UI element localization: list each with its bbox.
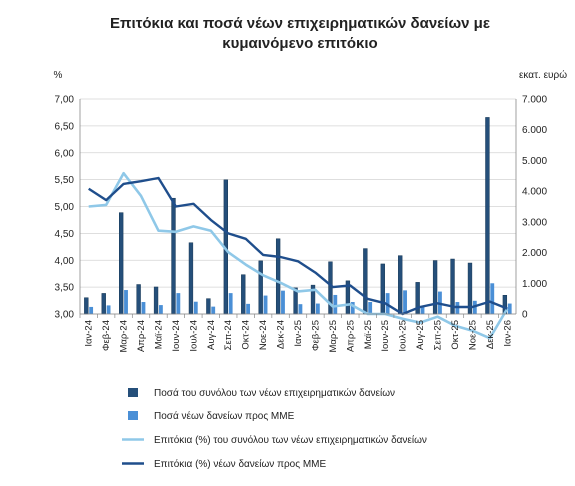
bar-total-loans [171, 197, 176, 315]
left-axis-ticks: 3,00 3,50 4,00 4,50 5,00 5,50 6,00 6,50 7,00 [55, 95, 75, 321]
x-tick-label: Μαρ-25 [328, 320, 339, 353]
bar-total-loans [153, 286, 159, 315]
bar-sme-loans [246, 303, 251, 314]
bar-sme-loans [350, 302, 355, 314]
bar-sme-loans [158, 305, 163, 314]
x-tick-label: Οκτ-25 [450, 320, 461, 350]
x-tick-label: Μαϊ-25 [363, 320, 374, 349]
right-tick-label: 0 [522, 310, 528, 321]
bar-total-loans [432, 260, 438, 315]
left-tick-label: 4,50 [55, 229, 75, 240]
line-rate-sme [88, 176, 508, 316]
bar-total-loans [136, 284, 141, 315]
bar-total-loans [485, 117, 490, 315]
bar-sme-loans [124, 290, 128, 314]
x-tick-label: Νοε-25 [467, 320, 478, 350]
x-tick-label: Απρ-25 [345, 320, 356, 352]
bar-sme-loans [176, 293, 181, 314]
legend-label: Ποσά του συνόλου των νέων επιχειρηματικώ… [154, 387, 395, 399]
x-tick-label: Δεκ-25 [485, 320, 496, 349]
x-tick-label: Ιουν-25 [380, 320, 391, 352]
bar-total-loans [363, 248, 368, 315]
legend: Ποσά του συνόλου των νέων επιχειρηματικώ… [122, 387, 427, 470]
right-tick-label: 5.000 [522, 156, 547, 167]
bar-sme-loans [420, 305, 425, 314]
bar-total-loans [119, 212, 124, 315]
right-tick-label: 1.000 [522, 279, 547, 290]
line-rate-total [88, 171, 509, 340]
bar-sme-loans [315, 303, 320, 314]
x-tick-label: Σεπ-25 [433, 320, 444, 350]
legend-label: Επιτόκια (%) νέων δανείων προς ΜΜΕ [154, 458, 326, 470]
chart-title-line-2: κυμαινόμενο επιτόκιο [222, 35, 377, 52]
x-tick-label: Ιαν-26 [502, 320, 513, 347]
bars [84, 117, 512, 315]
legend-swatch [128, 411, 138, 420]
right-tick-label: 6.000 [522, 125, 547, 136]
bar-total-loans [275, 238, 281, 315]
bar-sme-loans [141, 302, 146, 314]
right-axis-unit: εκατ. ευρώ [519, 69, 567, 81]
axes [79, 99, 517, 315]
x-axis-ticks: Ιαν-24 Φεβ-24 Μαρ-24 Απρ-24 Μαϊ-24 Ιουν-24 Ιου… [79, 314, 513, 353]
x-tick-label: Αυγ-24 [206, 320, 217, 350]
legend-label: Επιτόκια (%) του συνόλου των νέων επιχει… [154, 434, 427, 446]
x-tick-label: Μαρ-24 [119, 320, 130, 353]
x-tick-label: Φεβ-24 [101, 320, 112, 351]
bar-total-loans [188, 242, 194, 315]
bar-sme-loans [228, 293, 233, 314]
x-tick-label: Αυγ-25 [415, 320, 426, 350]
left-axis-unit: % [54, 70, 63, 81]
right-tick-label: 7.000 [522, 95, 547, 106]
left-tick-label: 5,50 [55, 175, 75, 186]
bar-sme-loans [281, 290, 285, 314]
x-tick-label: Μαϊ-24 [153, 320, 164, 349]
bar-total-loans [84, 297, 89, 315]
x-tick-label: Σεπ-24 [223, 320, 234, 350]
right-tick-label: 4.000 [522, 187, 547, 198]
bar-sme-loans [368, 302, 373, 314]
left-tick-label: 4,00 [55, 256, 75, 267]
bar-total-loans [258, 260, 263, 315]
bar-sme-loans [106, 305, 111, 314]
x-tick-label: Νοε-24 [258, 320, 269, 350]
bar-total-loans [241, 274, 246, 315]
x-tick-label: Οκτ-24 [241, 320, 252, 350]
left-tick-label: 7,00 [55, 95, 75, 106]
x-tick-label: Απρ-24 [136, 320, 147, 352]
bar-sme-loans [333, 294, 338, 314]
bar-sme-loans [193, 301, 198, 314]
bar-total-loans [380, 263, 385, 315]
left-tick-label: 6,00 [55, 148, 75, 159]
bar-sme-loans [89, 306, 94, 314]
bar-total-loans [398, 255, 403, 315]
bar-sme-loans [507, 303, 512, 314]
left-tick-label: 6,50 [55, 121, 75, 132]
bar-sme-loans [403, 290, 407, 314]
right-axis-ticks: 0 1.000 2.000 3.000 4.000 5.000 6.000 7.000 [522, 95, 547, 321]
bar-total-loans [101, 293, 106, 315]
right-tick-label: 3.000 [522, 217, 547, 228]
x-tick-label: Δεκ-24 [276, 320, 287, 349]
bar-sme-loans [211, 306, 216, 314]
x-tick-label: Φεβ-25 [310, 320, 321, 351]
left-tick-label: 3,50 [55, 283, 75, 294]
legend-swatch [128, 388, 138, 397]
chart-title-line-1: Επιτόκια και ποσά νέων επιχειρηματικών δ… [110, 15, 490, 32]
lines [88, 171, 509, 340]
bar-sme-loans [263, 295, 268, 314]
bar-sme-loans [298, 304, 303, 314]
x-tick-label: Ιουλ-24 [188, 320, 199, 352]
bar-sme-loans [490, 283, 495, 314]
x-tick-label: Ιουν-24 [171, 320, 182, 352]
x-tick-label: Ιαν-25 [293, 320, 304, 347]
left-tick-label: 5,00 [55, 202, 75, 213]
x-tick-label: Ιαν-24 [84, 320, 95, 347]
bar-total-loans [206, 298, 211, 315]
legend-label: Ποσά νέων δανείων προς ΜΜΕ [154, 410, 295, 422]
x-tick-label: Ιουλ-25 [398, 320, 409, 352]
left-tick-label: 3,00 [55, 310, 75, 321]
right-tick-label: 2.000 [522, 248, 547, 259]
